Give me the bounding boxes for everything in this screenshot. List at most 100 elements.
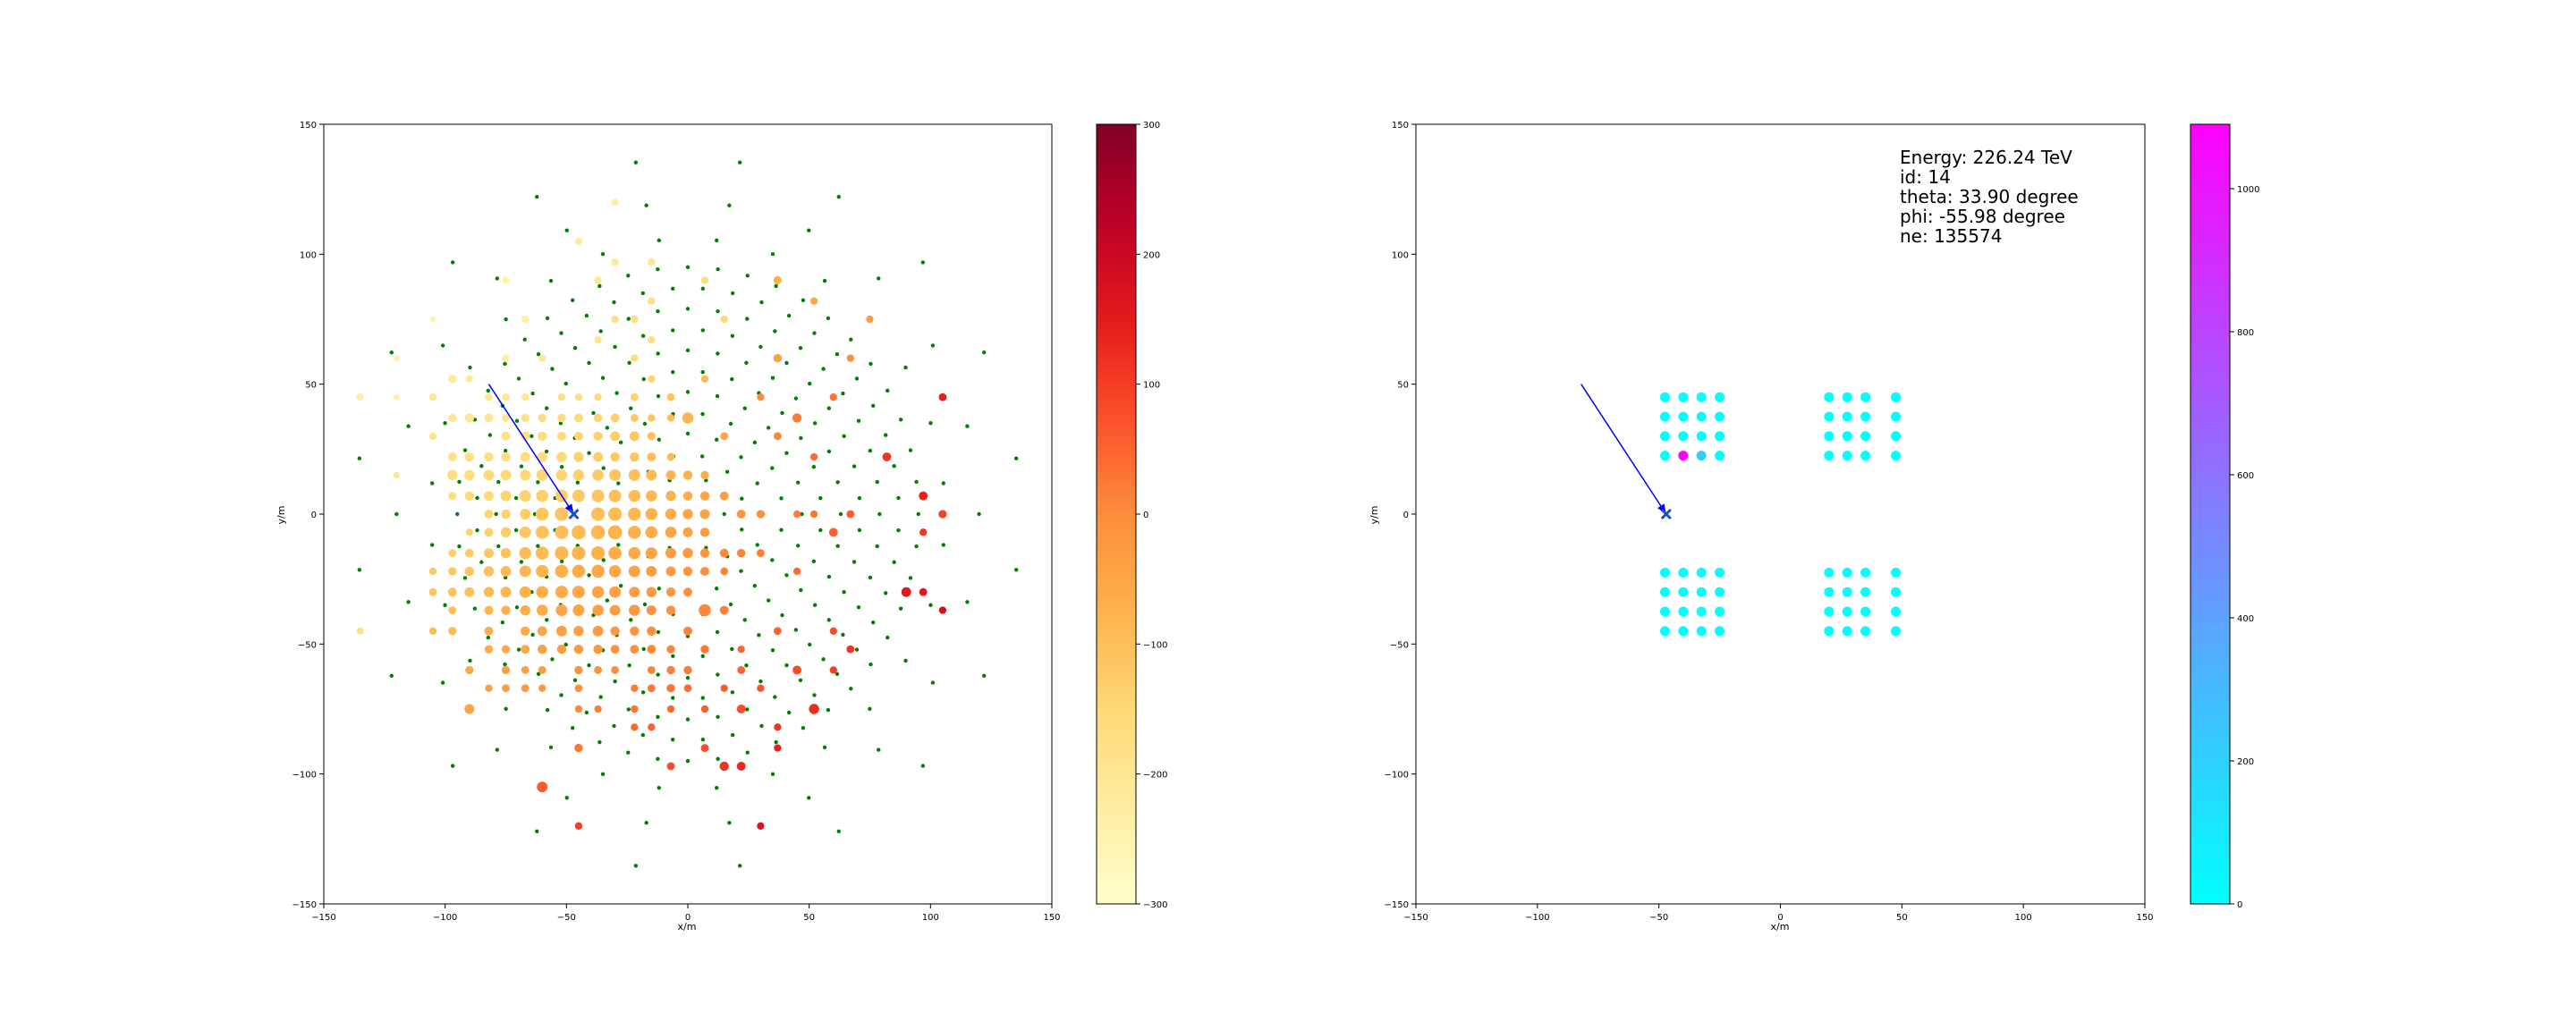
- hit-point: [699, 491, 710, 501]
- detector-point: [730, 690, 735, 695]
- detector-point: [835, 544, 840, 548]
- detector-hit-point: [1696, 392, 1707, 402]
- hit-point: [737, 548, 746, 558]
- detector-point: [892, 560, 896, 564]
- detector-point: [812, 693, 817, 697]
- detector-point: [774, 739, 778, 745]
- detector-point: [886, 388, 890, 393]
- right-chart-panel: −150 −100 −50 0 50 100 150 −150 −100 −50 0 50 100 15…: [1368, 121, 2259, 933]
- colorbar-bar: [2190, 123, 2231, 905]
- detector-point: [841, 632, 845, 637]
- hit-point: [556, 452, 567, 462]
- detector-point: [766, 598, 771, 603]
- hit-point: [594, 705, 602, 713]
- shower-core-marker: [1660, 508, 1672, 520]
- hit-point: [683, 587, 692, 597]
- detector-point: [811, 464, 817, 469]
- detector-point: [685, 265, 691, 270]
- detector-point: [759, 723, 764, 729]
- hit-point: [665, 566, 676, 577]
- colorbar-tick-label: 600: [2237, 471, 2254, 481]
- detector-hit-point: [1824, 587, 1835, 597]
- hit-point: [773, 627, 782, 636]
- detector-point: [670, 286, 675, 291]
- y-tick-label: −100: [292, 771, 317, 781]
- hit-point: [809, 704, 819, 714]
- detector-point: [496, 544, 501, 549]
- detector-point: [475, 528, 479, 533]
- hit-point: [484, 452, 494, 462]
- detector-point: [854, 376, 860, 381]
- detector-point: [854, 647, 860, 652]
- x-tick-label: 150: [1043, 913, 1060, 923]
- hit-point: [608, 565, 622, 578]
- hit-point: [846, 645, 855, 654]
- detector-hit-point: [1715, 451, 1725, 461]
- detector-hit-point: [1824, 567, 1835, 578]
- y-tick-label: 100: [300, 250, 317, 260]
- detector-point: [759, 300, 764, 305]
- detector-hit-point: [1860, 431, 1871, 442]
- detector-hit-point: [1659, 606, 1670, 617]
- detector-hit-point: [1659, 431, 1670, 442]
- hit-point: [535, 507, 549, 521]
- hit-point: [809, 452, 818, 461]
- detector-point: [629, 406, 633, 410]
- hit-point: [573, 626, 584, 637]
- detector-point: [730, 333, 735, 338]
- hit-point: [592, 604, 604, 616]
- detector-point: [870, 620, 876, 625]
- hit-point: [521, 665, 530, 674]
- detector-point: [779, 496, 784, 501]
- detector-hit-point: [1891, 431, 1902, 442]
- hit-point: [538, 413, 547, 423]
- colorbar-tick-label: −300: [1143, 900, 1167, 910]
- detector-point: [835, 671, 840, 677]
- hit-point: [464, 413, 474, 423]
- detector-hit-point: [1891, 451, 1902, 461]
- hit-point: [699, 528, 710, 537]
- hit-point: [356, 627, 364, 635]
- detector-hit-point: [1715, 587, 1725, 597]
- hit-point: [464, 587, 475, 597]
- hit-point: [809, 510, 818, 519]
- hit-point: [773, 432, 782, 441]
- detector-point: [548, 278, 554, 283]
- hit-point: [590, 525, 606, 540]
- hit-point: [464, 491, 474, 501]
- detector-point: [406, 600, 411, 604]
- detector-point: [503, 662, 507, 667]
- hit-point: [610, 452, 620, 462]
- detector-point: [868, 706, 872, 712]
- hit-point: [447, 452, 457, 461]
- detector-point: [633, 160, 639, 165]
- detector-point: [627, 360, 631, 366]
- hit-point: [647, 626, 657, 636]
- hit-point: [736, 510, 746, 519]
- detector-hit-point: [1842, 431, 1852, 442]
- hit-point: [574, 393, 583, 401]
- detector-point: [755, 481, 759, 485]
- x-tick-label: −100: [1525, 913, 1549, 923]
- detector-point: [914, 544, 919, 549]
- hit-point: [774, 723, 782, 731]
- detector-point: [700, 411, 705, 417]
- detector-point: [704, 478, 708, 483]
- detector-point: [627, 663, 631, 668]
- detector-point: [869, 361, 873, 367]
- detector-hit-point: [1860, 587, 1871, 597]
- left-plot-area: [323, 123, 1053, 905]
- detector-point: [536, 480, 540, 485]
- hit-point: [428, 627, 437, 635]
- detector-hit-point: [1860, 606, 1871, 617]
- hit-point: [700, 470, 709, 480]
- detector-hit-point: [1842, 587, 1852, 597]
- detector-point: [716, 672, 720, 677]
- hit-point: [645, 508, 658, 520]
- hit-point: [428, 432, 437, 440]
- detector-point: [773, 695, 777, 699]
- detector-hit-point: [1824, 606, 1835, 617]
- x-tick-label: 100: [922, 913, 939, 923]
- detector-point: [559, 693, 564, 697]
- detector-point: [564, 796, 569, 800]
